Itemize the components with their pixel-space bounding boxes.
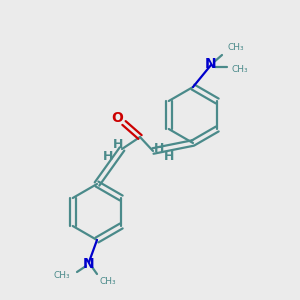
Text: N: N: [83, 257, 95, 271]
Text: H: H: [113, 137, 123, 151]
Text: CH₃: CH₃: [53, 272, 70, 280]
Text: N: N: [205, 57, 217, 71]
Text: H: H: [164, 151, 174, 164]
Text: H: H: [103, 151, 113, 164]
Text: H: H: [154, 142, 164, 154]
Text: O: O: [111, 111, 123, 125]
Text: CH₃: CH₃: [99, 278, 116, 286]
Text: CH₃: CH₃: [232, 65, 249, 74]
Text: CH₃: CH₃: [227, 43, 244, 52]
